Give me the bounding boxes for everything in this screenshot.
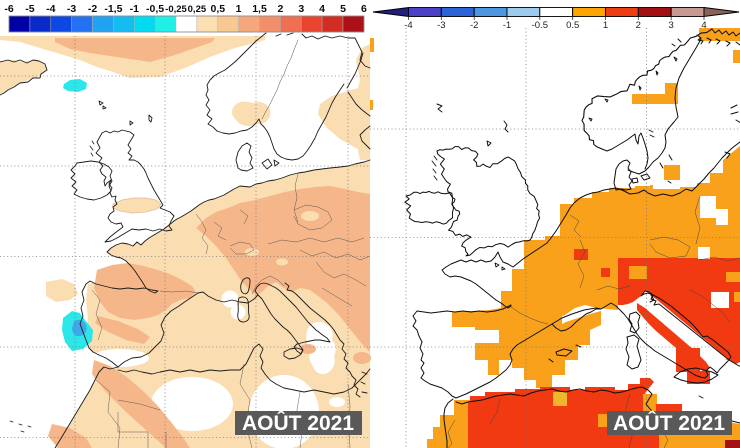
svg-text:5: 5 <box>340 3 346 15</box>
svg-text:6: 6 <box>361 3 367 15</box>
svg-text:4: 4 <box>701 20 706 31</box>
svg-text:3: 3 <box>669 20 674 31</box>
svg-text:-5: -5 <box>25 3 34 15</box>
svg-text:1: 1 <box>603 20 608 31</box>
svg-text:-6: -6 <box>4 3 13 15</box>
svg-text:-4: -4 <box>404 20 412 31</box>
svg-text:0,5: 0,5 <box>210 3 225 15</box>
svg-text:-1,5: -1,5 <box>104 3 122 15</box>
svg-text:1,5: 1,5 <box>252 3 267 15</box>
svg-text:-3: -3 <box>437 20 445 31</box>
svg-text:-4: -4 <box>46 3 55 15</box>
svg-text:-0,25: -0,25 <box>165 4 187 15</box>
svg-text:-2: -2 <box>470 20 478 31</box>
svg-text:3: 3 <box>298 3 304 15</box>
svg-text:-0.5: -0.5 <box>532 20 548 31</box>
svg-text:-3: -3 <box>67 3 76 15</box>
svg-text:2: 2 <box>277 3 283 15</box>
svg-text:0.5: 0.5 <box>566 20 579 31</box>
svg-text:-2: -2 <box>88 3 97 15</box>
svg-text:AOÛT 2021: AOÛT 2021 <box>613 411 725 435</box>
svg-text:-0,5: -0,5 <box>146 3 164 15</box>
svg-text:2: 2 <box>636 20 641 31</box>
svg-text:-1: -1 <box>130 3 139 15</box>
svg-text:-1: -1 <box>503 20 511 31</box>
svg-text:4: 4 <box>319 3 325 15</box>
svg-text:AOÛT 2021: AOÛT 2021 <box>242 411 354 435</box>
svg-text:0,25: 0,25 <box>188 4 207 15</box>
svg-text:1: 1 <box>236 3 242 15</box>
